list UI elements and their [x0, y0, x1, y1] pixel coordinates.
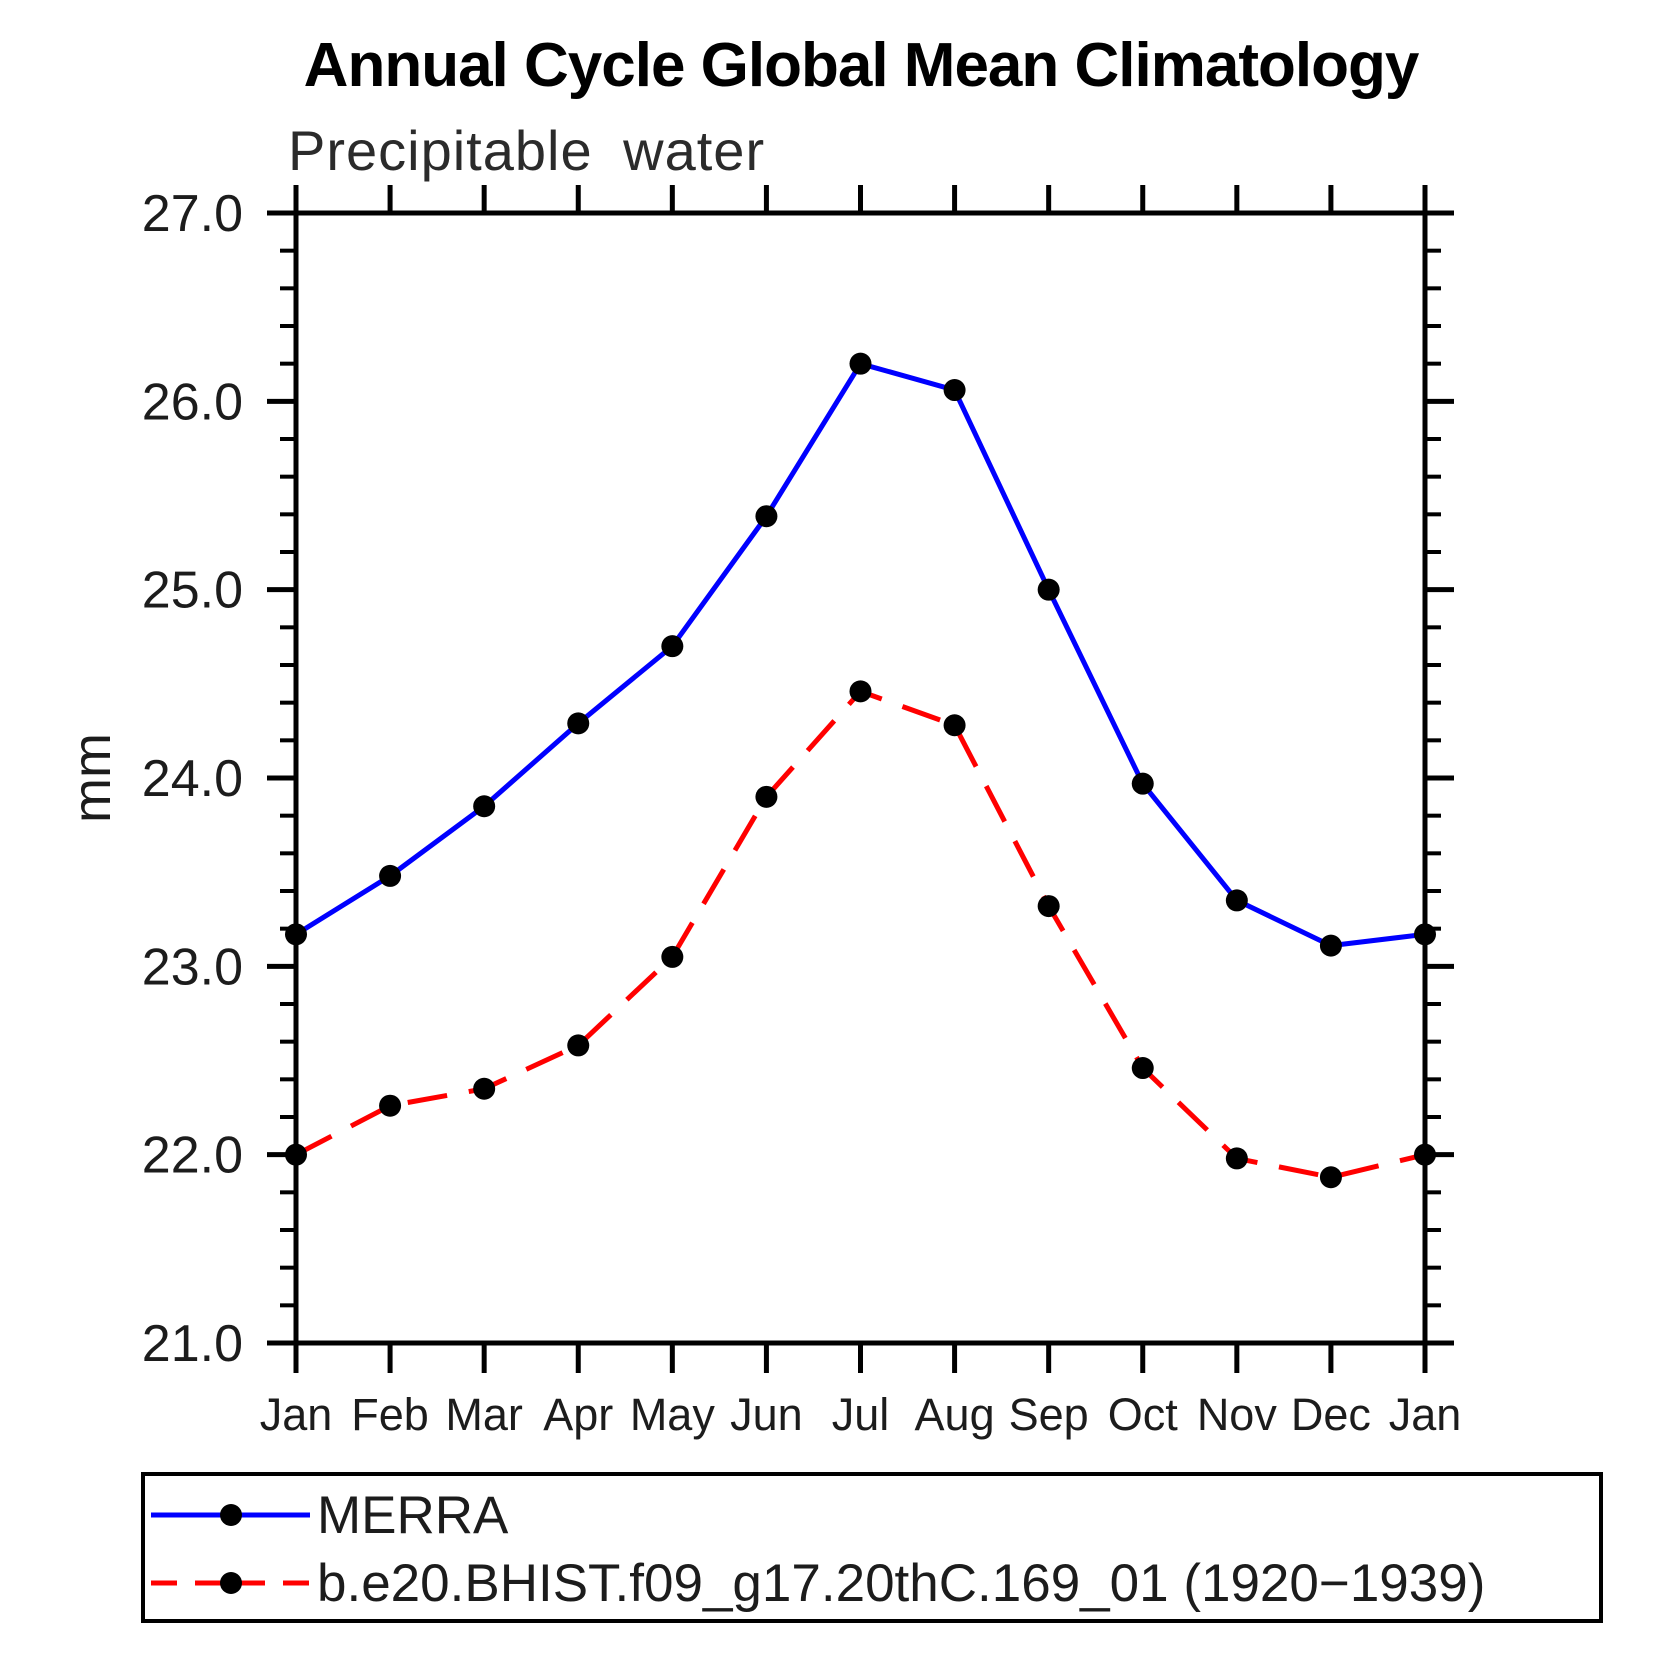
- y-tick-label: 22.0: [142, 1127, 243, 1185]
- x-tick-label: Apr: [543, 1389, 613, 1440]
- data-point-marker: [755, 785, 778, 808]
- series-line-merra: [294, 361, 1426, 949]
- y-tick-label: 27.0: [142, 185, 243, 243]
- data-point-marker: [473, 1077, 496, 1100]
- data-point-marker: [379, 864, 402, 887]
- chart-subtitle: Precipitable water: [288, 119, 766, 182]
- legend-box: MERRA b.e20.BHIST.f09_g17.20thC.169_01 (…: [141, 1472, 1603, 1623]
- x-tick-label: Jun: [730, 1389, 803, 1440]
- x-tick-label: Aug: [915, 1389, 995, 1440]
- data-point-marker: [1319, 1166, 1342, 1189]
- chart-layers: 21.0 22.0 23.0 24.0 25.0 26.0 27.0 Jan Feb Mar Apr…: [142, 185, 1462, 1440]
- series-line-model: [294, 688, 1426, 1180]
- x-tick-label: May: [630, 1389, 716, 1440]
- x-tick-label: Nov: [1197, 1389, 1278, 1440]
- y-tick-label: 21.0: [142, 1315, 243, 1373]
- x-tick-label: Jan: [260, 1389, 333, 1440]
- x-tick-label: Sep: [1009, 1389, 1089, 1440]
- legend-label-merra: MERRA: [317, 1485, 509, 1545]
- data-point-marker: [1414, 923, 1436, 946]
- data-point-marker: [943, 714, 966, 737]
- x-tick-label: Jul: [832, 1389, 890, 1440]
- x-tick-label: Feb: [351, 1389, 429, 1440]
- data-point-marker: [849, 680, 872, 703]
- data-point-marker: [1414, 1143, 1436, 1166]
- data-point-marker: [849, 352, 872, 375]
- data-point-marker: [1225, 1147, 1248, 1170]
- data-point-marker: [473, 795, 496, 818]
- data-point-marker: [755, 505, 778, 528]
- plot-frame: [293, 210, 1428, 1346]
- legend-marker-dot: [220, 1504, 242, 1526]
- legend-sample-dashed-line: [151, 1572, 310, 1594]
- data-point-marker: [285, 1143, 307, 1166]
- data-point-marker: [379, 1094, 402, 1117]
- y-tick-label: 24.0: [142, 750, 243, 808]
- data-point-marker: [1131, 1057, 1154, 1080]
- data-point-marker: [943, 379, 966, 402]
- y-tick-label: 26.0: [142, 373, 243, 431]
- data-point-marker: [1037, 578, 1060, 601]
- data-point-marker: [661, 635, 684, 658]
- data-point-marker: [567, 712, 590, 735]
- x-tick-label: Jan: [1389, 1389, 1462, 1440]
- legend-marker-dot: [220, 1572, 242, 1594]
- data-point-marker: [1225, 889, 1248, 912]
- data-point-marker: [661, 945, 684, 968]
- data-point-marker: [567, 1034, 590, 1057]
- page-title: Annual Cycle Global Mean Climatology: [303, 31, 1420, 100]
- x-tick-label: Oct: [1108, 1389, 1179, 1440]
- y-tick-label: 23.0: [142, 938, 243, 996]
- x-tick-label: Dec: [1291, 1389, 1371, 1440]
- data-point-marker: [285, 923, 307, 946]
- data-point-marker: [1319, 934, 1342, 957]
- legend-label-model: b.e20.BHIST.f09_g17.20thC.169_01 (1920−1…: [317, 1553, 1486, 1613]
- legend-entry-merra: MERRA: [147, 1485, 508, 1545]
- legend-entry-model: b.e20.BHIST.f09_g17.20thC.169_01 (1920−1…: [147, 1553, 1485, 1613]
- data-point-marker: [1131, 772, 1154, 795]
- legend-sample-solid-line: [151, 1504, 310, 1526]
- x-tick-label: Mar: [445, 1389, 523, 1440]
- y-axis-label: mm: [62, 733, 122, 823]
- y-tick-label: 25.0: [142, 562, 243, 620]
- data-point-marker: [1037, 895, 1060, 918]
